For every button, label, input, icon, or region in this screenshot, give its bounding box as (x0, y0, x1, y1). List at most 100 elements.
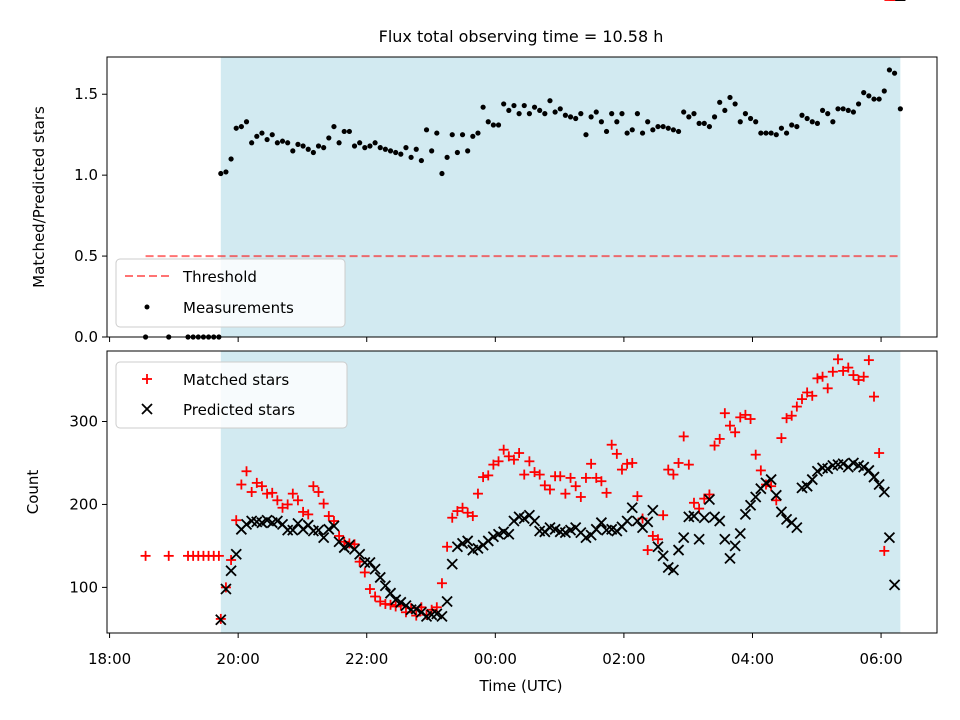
ratio-panel-y-ticks: 0.0 0.5 1.0 1.5 (74, 85, 107, 346)
legend-plus-marker (142, 374, 152, 384)
predicted-star-point (729, 540, 741, 552)
measurement-point (511, 102, 517, 109)
measurement-point (393, 149, 399, 156)
measurement-point (737, 119, 743, 125)
predicted-star-point (410, 603, 422, 615)
predicted-star-point (878, 486, 890, 498)
measurement-point (881, 88, 887, 94)
predicted-stars-points (215, 0, 906, 626)
predicted-star-point (287, 524, 299, 536)
measurement-point (336, 140, 342, 146)
y-tick-label: 100 (69, 578, 98, 596)
x-tick-label: 06:00 (859, 650, 902, 668)
predicted-star-point (822, 463, 834, 475)
matched-star-point (385, 599, 396, 610)
measurement-point (686, 114, 692, 120)
matched-star-point (375, 596, 386, 607)
matched-star-point (488, 459, 499, 470)
legend-predicted-text: Predicted stars (183, 401, 295, 419)
matched-star-point (755, 465, 766, 476)
matched-star-point (683, 459, 694, 470)
measurement-point (804, 115, 810, 122)
matched-star-point (668, 469, 679, 480)
matched-star-point (519, 469, 530, 480)
measurement-point (634, 111, 641, 117)
predicted-star-point (395, 596, 407, 608)
measurement-point (588, 114, 594, 120)
measurement-point (711, 114, 718, 120)
matched-star-point (812, 373, 823, 384)
predicted-star-point (739, 508, 752, 521)
measurement-point (835, 106, 841, 112)
measurement-point (485, 119, 491, 125)
x-tick-label: 02:00 (602, 650, 645, 668)
predicted-star-point (312, 524, 325, 536)
predicted-star-point (678, 531, 690, 544)
measurement-point (789, 122, 795, 128)
predicted-star-point (734, 527, 746, 540)
predicted-star-point (770, 489, 782, 501)
y-tick-label: 0.5 (74, 247, 98, 265)
matched-star-point (807, 390, 818, 401)
ratio-panel-y-axis-label: Matched/Predicted stars (30, 106, 48, 288)
measurement-point (758, 130, 764, 136)
predicted-star-point (806, 473, 818, 486)
measurement-point (470, 133, 476, 139)
measurement-point (490, 122, 496, 128)
matched-star-point (688, 497, 699, 508)
predicted-star-point (811, 465, 824, 477)
measurement-point (444, 154, 450, 160)
predicted-star-point (318, 531, 330, 544)
measurement-point (850, 109, 857, 115)
matched-star-point (241, 466, 252, 477)
matched-star-point (277, 502, 288, 513)
predicted-star-point (364, 556, 376, 569)
measurement-point (691, 111, 697, 117)
measurement-point (382, 146, 388, 152)
measurement-point (295, 141, 301, 147)
y-tick-label: 200 (69, 495, 98, 513)
predicted-star-point (719, 533, 731, 545)
predicted-star-point (503, 528, 515, 540)
matched-star-point (457, 502, 468, 513)
matched-star-point (529, 467, 540, 478)
legend-measurements-text: Measurements (183, 299, 294, 317)
measurement-point (300, 143, 306, 149)
matched-star-point (472, 488, 483, 499)
measurement-point (357, 140, 363, 146)
measurement-point (223, 169, 229, 175)
measurement-point (557, 106, 563, 112)
matched-star-point (673, 457, 684, 468)
matched-star-point (303, 509, 314, 520)
matched-star-point (287, 488, 298, 499)
measurement-point (701, 120, 707, 126)
x-tick-label: 04:00 (731, 650, 774, 668)
measurement-point (434, 130, 440, 136)
measurement-point (799, 112, 805, 118)
matched-star-point (750, 449, 761, 460)
measurement-point (249, 140, 255, 146)
legend-box (115, 361, 348, 429)
measurement-point (351, 143, 358, 149)
matched-star-point (256, 481, 267, 492)
matched-star-point (359, 567, 370, 578)
measurement-point (783, 130, 790, 136)
predicted-star-point (760, 477, 772, 489)
matched-star-point (370, 591, 381, 602)
measurement-point (747, 115, 754, 122)
matched-star-point (231, 515, 242, 526)
x-tick-label: 22:00 (345, 650, 388, 668)
matched-star-point (817, 371, 828, 382)
measurement-point (326, 135, 332, 141)
predicted-star-point (384, 587, 397, 599)
predicted-star-point (441, 595, 453, 608)
predicted-star-point (590, 523, 602, 535)
matched-star-point (586, 458, 597, 469)
predicted-star-point (672, 544, 685, 556)
predicted-star-point (446, 558, 458, 570)
matched-star-point (272, 495, 283, 506)
predicted-star-point (462, 535, 474, 547)
measurement-point (567, 114, 574, 120)
measurement-point (681, 109, 687, 115)
